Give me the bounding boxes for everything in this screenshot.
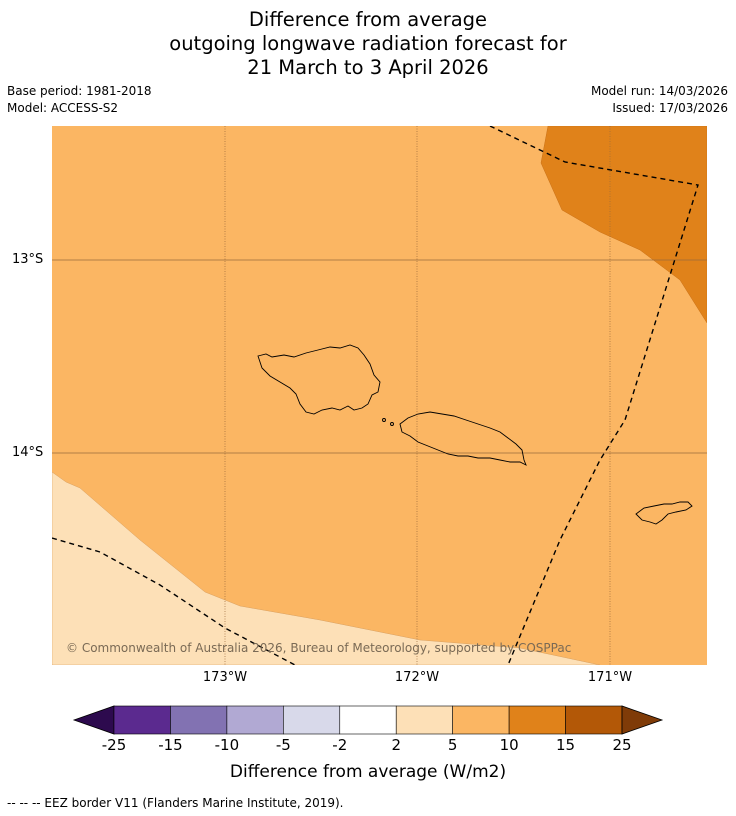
colorbar-tick-label: -15 [158, 736, 183, 754]
colorbar-tick-label: -10 [214, 736, 240, 754]
title-line-2: outgoing longwave radiation forecast for [169, 32, 567, 55]
eez-borders [52, 126, 699, 665]
eez-border-east [489, 126, 699, 665]
colorbar-extend-low [72, 705, 115, 735]
colorbar-swatch [452, 705, 510, 735]
colorbar-tick-label: 15 [556, 736, 576, 754]
eez-border-south [52, 537, 296, 665]
copyright-credit: © Commonwealth of Australia 2026, Bureau… [66, 641, 572, 655]
title-line-3: 21 March to 3 April 2026 [247, 56, 489, 79]
upolu-island [399, 411, 527, 466]
apolima-islet [390, 422, 394, 426]
islands [257, 344, 693, 525]
lat-label-14s: 14°S [12, 445, 44, 460]
colorbar-extend-high [621, 705, 664, 735]
base-period: Base period: 1981-2018 [7, 84, 152, 98]
colorbar-tick-label: 2 [391, 736, 401, 754]
lon-label-172w: 172°W [394, 670, 440, 685]
colorbar-swatch [508, 705, 566, 735]
model-run: Model run: 14/03/2026 [590, 84, 728, 98]
colorbar-swatch [226, 705, 284, 735]
colorbar-swatch [339, 705, 397, 735]
manono-islet [382, 418, 386, 422]
colorbar-swatch [113, 705, 171, 735]
issued-date: Issued: 17/03/2026 [612, 101, 728, 115]
title-line-1: Difference from average [248, 8, 488, 31]
colorbar-swatch [565, 705, 623, 735]
colorbar-swatch [283, 705, 341, 735]
colorbar-tick-label: -25 [101, 736, 127, 754]
lon-label-171w: 171°W [587, 670, 633, 685]
colorbar-tick-label: 10 [499, 736, 519, 754]
savaii-island [257, 344, 381, 415]
anomaly-region-2-5 [52, 471, 601, 665]
lon-label-173w: 173°W [202, 670, 248, 685]
meta-left: Base period: 1981-2018 Model: ACCESS-S2 [7, 83, 152, 117]
colorbar-tick-label: 5 [447, 736, 458, 754]
anomaly-region-10-15 [540, 126, 707, 324]
meta-right: Model run: 14/03/2026 Issued: 17/03/2026 [591, 83, 728, 117]
lat-label-13s: 13°S [12, 252, 44, 267]
colorbar-tick-label: -2 [332, 736, 348, 754]
colorbar-tick-label: 25 [612, 736, 632, 754]
tutuila-island [635, 501, 693, 525]
colorbar-swatch [170, 705, 228, 735]
model-name: Model: ACCESS-S2 [7, 101, 119, 115]
chart-title: Difference from average outgoing longwav… [0, 8, 736, 80]
eez-legend: -- -- -- EEZ border V11 (Flanders Marine… [7, 796, 344, 810]
gridlines [52, 126, 707, 665]
colorbar-tick-label: -5 [275, 736, 291, 754]
map-panel [52, 126, 707, 665]
colorbar-label: Difference from average (W/m2) [229, 762, 507, 782]
colorbar-swatch [395, 705, 453, 735]
